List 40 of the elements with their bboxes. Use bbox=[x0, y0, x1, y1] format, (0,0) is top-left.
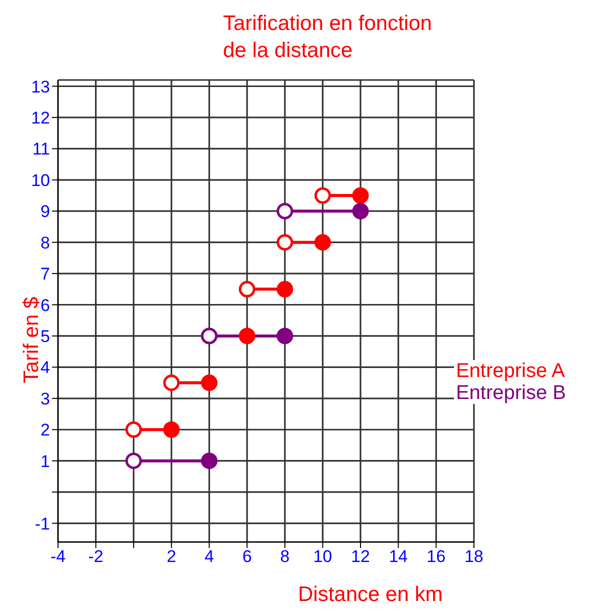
y-tick-label: 10 bbox=[31, 170, 50, 190]
x-tick-label: 18 bbox=[464, 547, 484, 566]
x-tick-label: 12 bbox=[351, 547, 370, 566]
x-tick-label: 14 bbox=[388, 547, 408, 566]
y-tick-label: 2 bbox=[40, 420, 50, 440]
y-tick-label: 7 bbox=[40, 264, 50, 284]
x-tick-label: 6 bbox=[242, 547, 252, 566]
y-tick-label: 11 bbox=[32, 140, 50, 159]
y-tick-label: 13 bbox=[31, 77, 50, 96]
y-tick-label: 9 bbox=[40, 202, 50, 222]
x-tick-label: 8 bbox=[280, 547, 290, 566]
point bbox=[276, 328, 294, 344]
y-tick-label: 4 bbox=[40, 358, 50, 378]
y-tick-label: -1 bbox=[34, 514, 50, 534]
point bbox=[352, 187, 369, 204]
x-tick-label: 16 bbox=[426, 547, 446, 566]
x-axis-title: Distance en km bbox=[298, 583, 443, 607]
point bbox=[352, 202, 369, 220]
y-tick-label: 8 bbox=[40, 233, 50, 252]
x-tick-label: 4 bbox=[204, 547, 214, 566]
y-tick-label: 6 bbox=[40, 296, 50, 315]
point bbox=[276, 280, 294, 298]
x-tick-label: -4 bbox=[50, 547, 66, 566]
point bbox=[276, 202, 294, 220]
y-tick-label: 12 bbox=[31, 108, 50, 128]
y-tick-label: 1 bbox=[40, 452, 50, 471]
x-tick-label: 10 bbox=[313, 547, 332, 566]
y-tick-label: 5 bbox=[40, 327, 50, 346]
chart-title: Tarification en fonction de la distance bbox=[223, 11, 432, 64]
point bbox=[238, 328, 256, 344]
x-tick-label: -2 bbox=[88, 547, 104, 566]
point bbox=[163, 421, 180, 438]
point bbox=[201, 452, 218, 470]
point bbox=[125, 452, 142, 470]
x-tick-label: 2 bbox=[166, 547, 176, 566]
text: Entreprise B bbox=[456, 382, 566, 404]
y-tick-label: 3 bbox=[40, 389, 50, 408]
point bbox=[314, 234, 331, 251]
text: Entreprise A bbox=[456, 360, 566, 382]
point bbox=[201, 374, 218, 392]
